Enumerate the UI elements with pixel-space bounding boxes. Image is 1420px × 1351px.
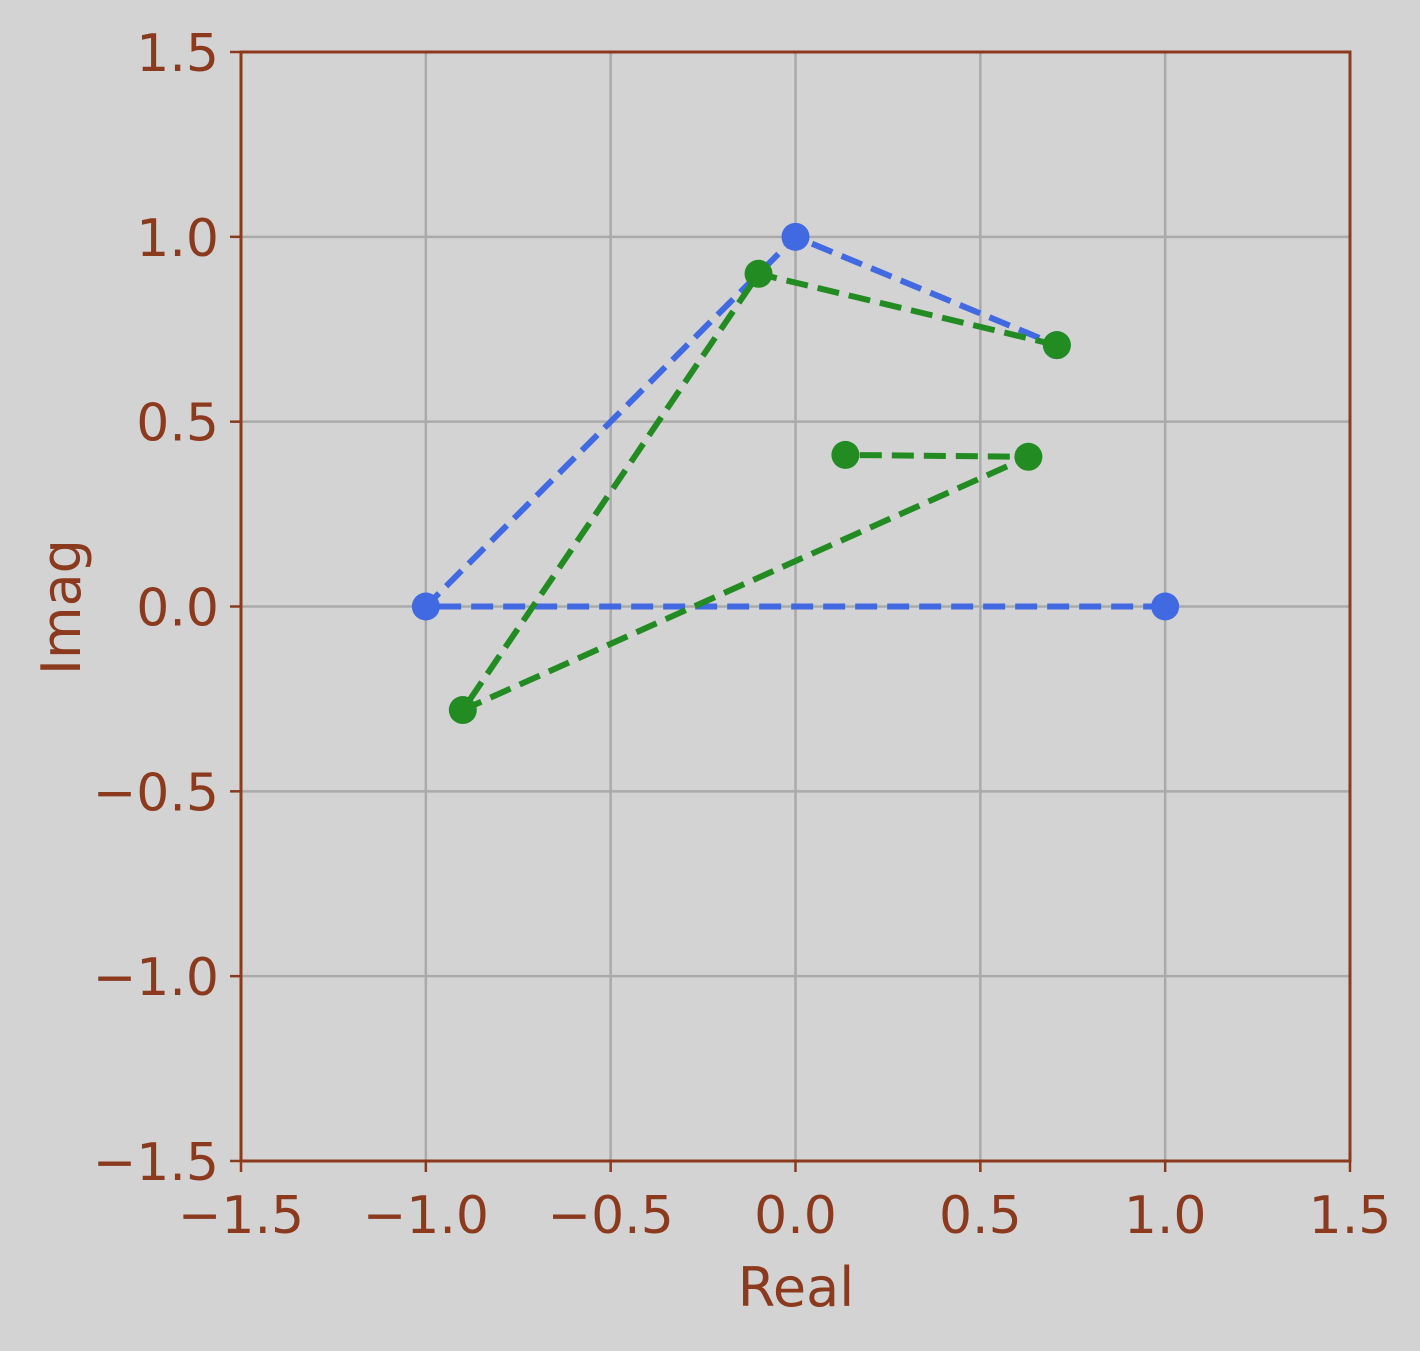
- axes: −1.5 −1.0 −0.5 0.0 0.5 1.0 1.5 −1.5 −1.0 −0.5 0.0 0…: [93, 24, 1392, 1246]
- x-axis-title: Real: [738, 1256, 854, 1319]
- series-line: [418, 233, 1166, 610]
- x-tick-label: −0.5: [548, 1186, 674, 1246]
- series-line: [454, 270, 1058, 718]
- data-point: [744, 259, 773, 288]
- data-point: [1014, 442, 1043, 471]
- y-tick-label: 1.0: [136, 209, 219, 269]
- series-layer: [411, 222, 1180, 725]
- y-axis-title: Imag: [30, 539, 93, 675]
- x-tick-label: 1.5: [1309, 1186, 1392, 1246]
- data-point: [1151, 592, 1180, 621]
- data-point: [448, 696, 477, 725]
- data-point: [1042, 331, 1071, 360]
- y-tick-label: 0.5: [136, 394, 219, 454]
- y-tick-label: −1.0: [93, 948, 219, 1008]
- data-point: [781, 222, 810, 251]
- x-tick-label: −1.0: [363, 1186, 489, 1246]
- x-tick-label: 0.5: [939, 1186, 1022, 1246]
- y-tick-label: 0.0: [136, 579, 219, 639]
- x-tick-label: 0.0: [754, 1186, 837, 1246]
- y-tick-label: −1.5: [93, 1133, 219, 1193]
- series-2: [448, 259, 1071, 725]
- data-point: [831, 440, 860, 469]
- y-tick-label: 1.5: [136, 24, 219, 84]
- x-tick-label: −1.5: [178, 1186, 304, 1246]
- y-tick-label: −0.5: [93, 763, 219, 823]
- x-tick-label: 1.0: [1124, 1186, 1207, 1246]
- plot-frame: [239, 50, 1352, 1163]
- data-point: [411, 592, 440, 621]
